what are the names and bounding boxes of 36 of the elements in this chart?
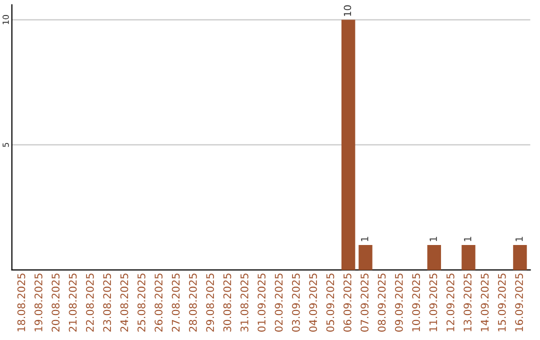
- x-tick-label: 06.09.2025: [343, 274, 352, 332]
- x-tick-label: 28.08.2025: [188, 274, 197, 332]
- x-tick-label: 31.08.2025: [240, 274, 248, 332]
- x-tick-label: 18.08.2025: [17, 274, 26, 332]
- x-tick-label: 01.09.2025: [258, 274, 266, 332]
- x-tick-label: 11.09.2025: [429, 274, 438, 332]
- x-tick-label: 30.08.2025: [223, 274, 232, 332]
- x-tick-label: 07.09.2025: [360, 274, 369, 332]
- x-tick-label: 03.09.2025: [292, 274, 300, 332]
- x-tick-label: 22.08.2025: [86, 274, 94, 332]
- x-tick-label: 29.08.2025: [206, 274, 214, 332]
- x-tick-label: 21.08.2025: [68, 274, 77, 332]
- data-label: 1: [516, 236, 523, 242]
- x-tick-label: 12.09.2025: [446, 274, 454, 332]
- x-tick-label: 24.08.2025: [120, 274, 128, 332]
- x-tick-label: 19.08.2025: [34, 274, 42, 332]
- data-label: 1: [361, 236, 368, 242]
- x-tick-label: 26.08.2025: [154, 274, 163, 332]
- x-tick-label: 14.09.2025: [480, 274, 489, 332]
- x-tick-label: 09.09.2025: [394, 274, 403, 332]
- x-tick-label: 04.09.2025: [309, 274, 318, 332]
- data-label: 1: [430, 236, 437, 242]
- x-tick-label: 05.09.2025: [326, 274, 334, 332]
- x-tick-label: 08.09.2025: [378, 274, 386, 332]
- x-tick-label: 20.08.2025: [52, 274, 60, 332]
- y-tick-label: 5: [2, 142, 9, 147]
- x-tick-label: 25.08.2025: [137, 274, 146, 332]
- x-tick-label: 27.08.2025: [172, 274, 180, 332]
- data-label: 10: [344, 5, 352, 16]
- x-tick-label: 23.08.2025: [103, 274, 112, 332]
- x-tick-label: 10.09.2025: [412, 274, 420, 332]
- x-tick-label: 16.09.2025: [515, 274, 524, 332]
- x-tick-label: 15.09.2025: [498, 274, 506, 332]
- x-tick-label: 02.09.2025: [274, 274, 283, 332]
- data-label: 1: [464, 236, 472, 242]
- x-tick-label: 13.09.2025: [464, 274, 472, 332]
